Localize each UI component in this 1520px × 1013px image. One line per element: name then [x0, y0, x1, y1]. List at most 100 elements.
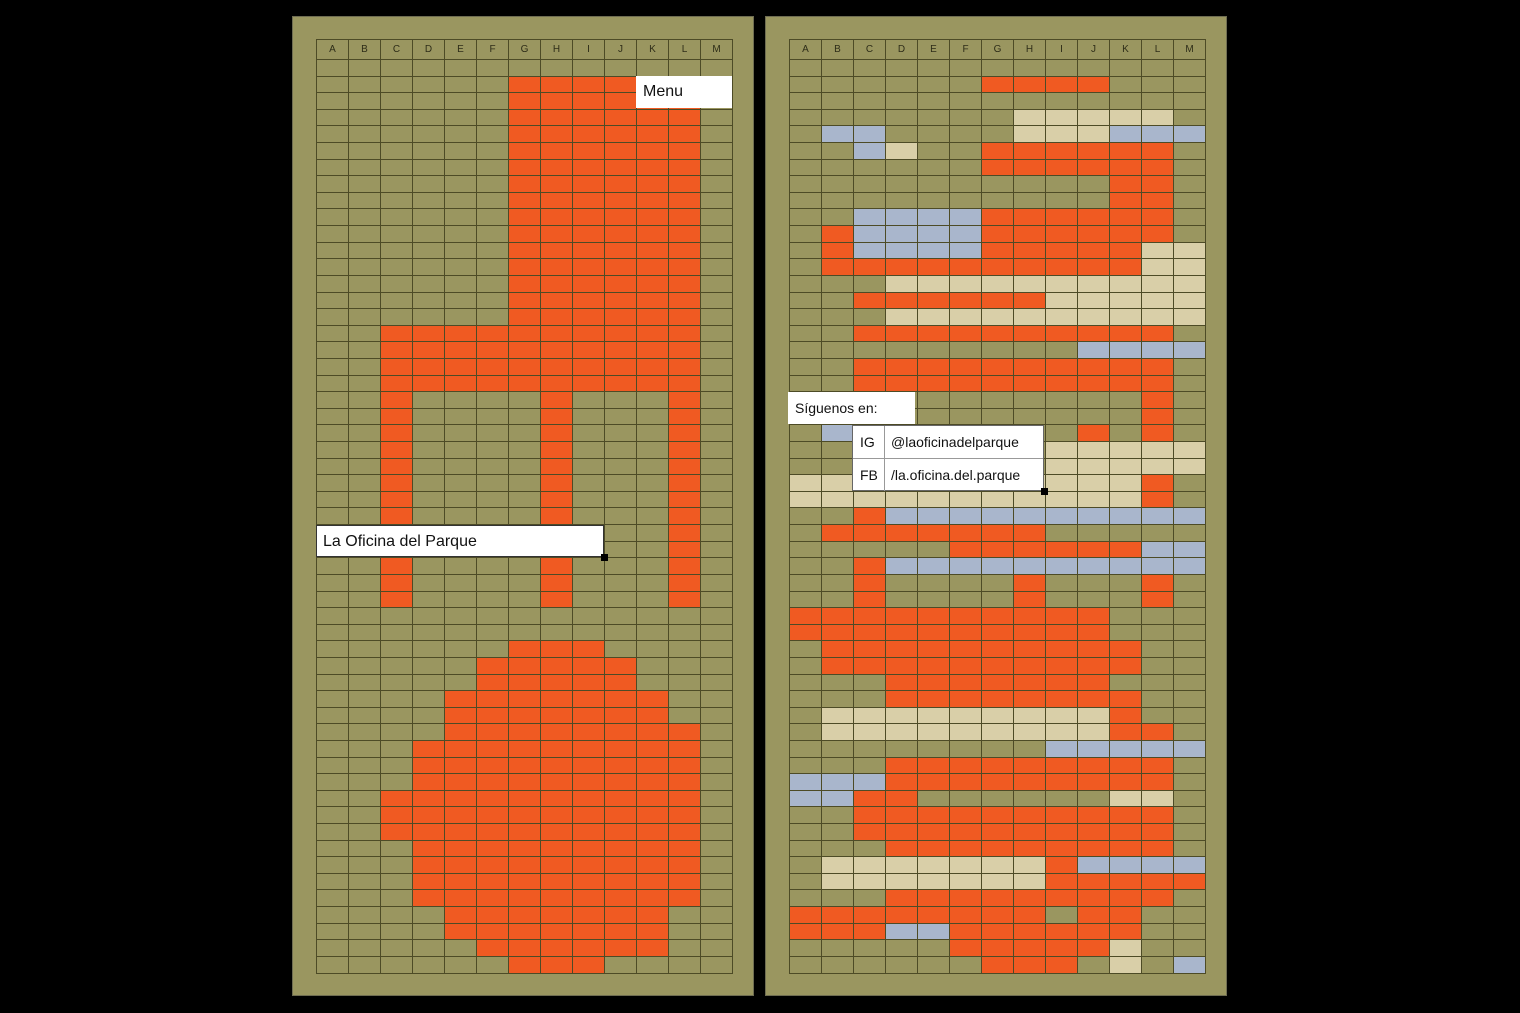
grid-cell [317, 757, 349, 775]
grid-cell [637, 624, 669, 642]
grid-cell [445, 442, 477, 459]
grid-cell [1174, 624, 1206, 642]
grid-cell [822, 358, 854, 376]
grid-cell [445, 857, 477, 874]
grid-cell [541, 226, 573, 243]
grid-cell [669, 873, 701, 891]
grid-cell [1046, 525, 1078, 542]
grid-cell [637, 840, 669, 858]
grid-cell [317, 824, 349, 841]
grid-cell [1174, 508, 1206, 526]
grid-cell [790, 724, 822, 741]
grid-cell [381, 60, 413, 77]
grid-cell [950, 890, 982, 908]
grid-cell [669, 907, 701, 924]
grid-cell [509, 508, 541, 526]
grid-cell [1174, 890, 1206, 908]
grid-cell [1046, 475, 1078, 492]
grid-cell [854, 574, 886, 592]
grid-cell [701, 807, 733, 825]
grid-cell [605, 358, 637, 376]
grid-cell [701, 624, 733, 642]
grid-cell [477, 956, 509, 974]
grid-cell [1142, 857, 1174, 874]
grid-cell [1046, 674, 1078, 692]
grid-cell [1078, 192, 1110, 210]
resize-handle[interactable] [1041, 488, 1048, 495]
grid-cell [822, 475, 854, 492]
grid-cell [1142, 790, 1174, 808]
grid-cell [790, 358, 822, 376]
social-handle-link[interactable]: /la.oficina.del.parque [891, 467, 1021, 483]
grid-cell [918, 907, 950, 924]
grid-cell [1078, 624, 1110, 642]
grid-cell [669, 774, 701, 791]
grid-cell [854, 674, 886, 692]
grid-cell [1014, 558, 1046, 575]
grid-cell [445, 807, 477, 825]
grid-cell [982, 76, 1014, 94]
grid-cell [701, 475, 733, 492]
grid-cell [477, 907, 509, 924]
grid-cell [317, 242, 349, 260]
grid-cell [886, 76, 918, 94]
social-row-facebook[interactable]: FB /la.oficina.del.parque [853, 458, 1043, 491]
grid-cell [445, 159, 477, 177]
grid-cell [1078, 143, 1110, 160]
grid-cell [1142, 591, 1174, 609]
grid-cell [1142, 940, 1174, 957]
grid-cell [854, 558, 886, 575]
grid-cell [349, 109, 381, 127]
grid-cell [982, 674, 1014, 692]
grid-cell [541, 275, 573, 293]
grid-cell [573, 807, 605, 825]
grid-cell [669, 857, 701, 874]
grid-cell [822, 774, 854, 791]
social-row-instagram[interactable]: IG @laoficinadelparque [853, 426, 1043, 458]
grid-cell [982, 408, 1014, 426]
grid-cell [701, 259, 733, 276]
column-header: H [1014, 40, 1046, 60]
grid-cell [477, 558, 509, 575]
social-handle-link[interactable]: @laoficinadelparque [891, 434, 1019, 450]
grid-cell [822, 757, 854, 775]
grid-cell [317, 126, 349, 144]
grid-cell [886, 60, 918, 77]
grid-cell [413, 275, 445, 293]
grid-cell [950, 192, 982, 210]
grid-cell [349, 442, 381, 459]
grid-cell [1078, 392, 1110, 409]
grid-cell [790, 641, 822, 658]
grid-cell [822, 956, 854, 974]
grid-cell [669, 425, 701, 443]
menu-button[interactable]: Menu [636, 76, 732, 108]
grid-cell [1014, 60, 1046, 77]
grid-cell [854, 525, 886, 542]
grid-cell [1014, 508, 1046, 526]
resize-handle[interactable] [601, 554, 608, 561]
grid-cell [1078, 790, 1110, 808]
grid-cell [822, 824, 854, 841]
grid-cell [854, 76, 886, 94]
grid-cell [1046, 956, 1078, 974]
grid-cell [1078, 840, 1110, 858]
grid-cell [854, 807, 886, 825]
grid-cell [605, 873, 637, 891]
grid-cell [701, 309, 733, 326]
grid-cell [1174, 408, 1206, 426]
grid-cell [982, 923, 1014, 941]
grid-cell [445, 774, 477, 791]
grid-cell [1174, 309, 1206, 326]
grid-cell [573, 740, 605, 758]
grid-cell [1046, 740, 1078, 758]
grid-cell [982, 159, 1014, 177]
grid-cell [918, 292, 950, 310]
grid-cell [669, 757, 701, 775]
grid-cell [349, 375, 381, 393]
grid-cell [317, 790, 349, 808]
grid-cell [349, 558, 381, 575]
grid-cell [381, 574, 413, 592]
grid-cell [950, 691, 982, 708]
grid-cell [509, 475, 541, 492]
grid-cell [381, 774, 413, 791]
